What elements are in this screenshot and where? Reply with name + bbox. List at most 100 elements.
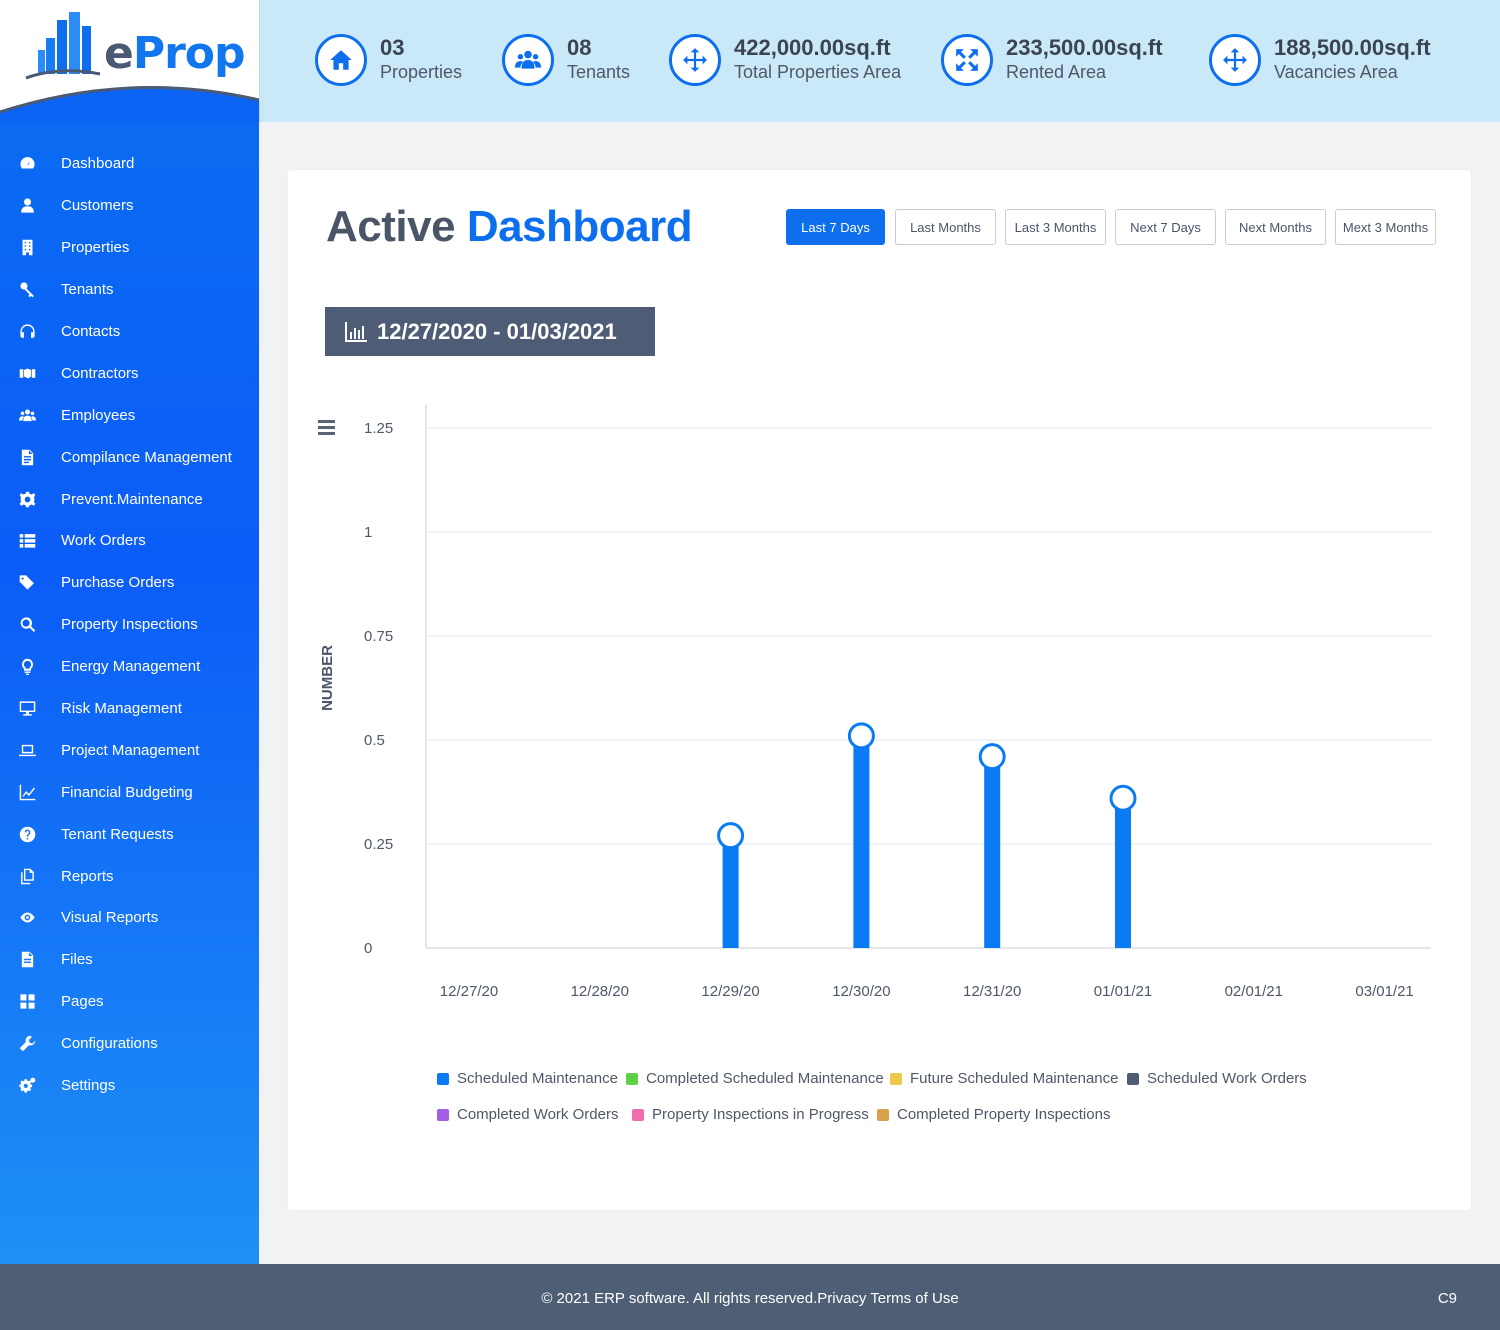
sidebar-item-label: Project Management (61, 741, 200, 759)
legend-label: Completed Property Inspections (897, 1106, 1111, 1123)
legend-swatch (890, 1072, 902, 1085)
dashboard-card: Active Dashboard Last 7 Days Last Months… (288, 170, 1471, 1210)
sidebar-item-customers[interactable]: Customers (0, 185, 259, 227)
sidebar: eProp Dashboard Customers Properties Tenant… (0, 0, 259, 1264)
sidebar-item-label: Energy Management (61, 658, 201, 676)
sidebar-item-prevent-maintenance[interactable]: Prevent.Maintenance (0, 478, 259, 520)
legend-swatch (1127, 1072, 1139, 1085)
x-tick-label: 12/28/20 (571, 983, 629, 1000)
range-next-3-months-button[interactable]: Mext 3 Months (1335, 209, 1436, 245)
range-last-7-days-button[interactable]: Last 7 Days (786, 209, 885, 245)
user-icon (0, 197, 61, 214)
legend-swatch (437, 1072, 449, 1085)
x-tick-label: 12/30/20 (832, 983, 890, 1000)
handshake-icon (0, 365, 61, 382)
stat-label: Vacancies Area (1274, 62, 1398, 82)
legend-item[interactable]: Property Inspections in Progress (632, 1106, 869, 1123)
range-last-3-months-button[interactable]: Last 3 Months (1005, 209, 1106, 245)
x-tick-label: 12/27/20 (440, 983, 498, 1000)
logo-text: eProp (104, 28, 246, 79)
y-tick-label: 1 (364, 524, 372, 541)
data-point (978, 743, 1006, 771)
footer: © 2021 ERP software. All rights reserved… (0, 1264, 1500, 1330)
sidebar-item-tenants[interactable]: Tenants (0, 269, 259, 311)
sidebar-item-label: Reports (61, 867, 114, 885)
bar (1115, 798, 1131, 948)
sidebar-item-label: Work Orders (61, 532, 146, 550)
users-icon (0, 407, 61, 424)
sidebar-item-label: Contractors (61, 364, 139, 382)
stat-vacancies-area: 188,500.00sq.ft Vacancies Area (1209, 34, 1431, 86)
line-chart-icon (0, 784, 61, 801)
sidebar-item-label: Configurations (61, 1035, 158, 1053)
sidebar-item-dashboard[interactable]: Dashboard (0, 143, 259, 185)
grid-icon (0, 993, 61, 1010)
legend-label: Scheduled Maintenance (457, 1070, 618, 1087)
logo[interactable]: eProp (0, 0, 259, 122)
chart-menu-icon[interactable] (318, 420, 335, 436)
dashboard-icon (0, 155, 61, 172)
logo-buildings-icon (0, 12, 259, 122)
sidebar-item-compilance-management[interactable]: Compilance Management (0, 436, 259, 478)
sidebar-item-work-orders[interactable]: Work Orders (0, 520, 259, 562)
building-icon (0, 239, 61, 256)
range-next-7-days-button[interactable]: Next 7 Days (1115, 209, 1216, 245)
move-icon (669, 34, 721, 86)
sidebar-item-settings[interactable]: Settings (0, 1065, 259, 1107)
sidebar-item-employees[interactable]: Employees (0, 394, 259, 436)
sidebar-item-energy-management[interactable]: Energy Management (0, 646, 259, 688)
sidebar-item-purchase-orders[interactable]: Purchase Orders (0, 562, 259, 604)
legend-item[interactable]: Future Scheduled Maintenance (890, 1070, 1118, 1087)
legend-item[interactable]: Completed Property Inspections (877, 1106, 1110, 1123)
legend-label: Scheduled Work Orders (1147, 1070, 1307, 1087)
sidebar-item-label: Customers (61, 197, 134, 215)
range-next-months-button[interactable]: Next Months (1225, 209, 1326, 245)
sidebar-item-contacts[interactable]: Contacts (0, 311, 259, 353)
legend-swatch (877, 1108, 889, 1121)
stat-label: Properties (380, 62, 463, 82)
headset-icon (0, 323, 61, 340)
data-point (717, 822, 745, 850)
sidebar-item-configurations[interactable]: Configurations (0, 1023, 259, 1065)
y-tick-label: 1.25 (364, 420, 393, 437)
legend-swatch (632, 1108, 644, 1121)
data-point (847, 722, 875, 750)
move-icon (1209, 34, 1261, 86)
legend-item[interactable]: Completed Work Orders (437, 1106, 618, 1123)
date-range-display[interactable]: 12/27/2020 - 01/03/2021 (325, 307, 655, 356)
x-tick-label: 02/01/21 (1225, 983, 1283, 1000)
sidebar-item-risk-management[interactable]: Risk Management (0, 688, 259, 730)
sidebar-item-project-management[interactable]: Project Management (0, 729, 259, 771)
legend-label: Future Scheduled Maintenance (910, 1070, 1119, 1087)
legend-item[interactable]: Scheduled Work Orders (1127, 1070, 1307, 1087)
search-icon (0, 616, 61, 633)
sidebar-item-property-inspections[interactable]: Property Inspections (0, 604, 259, 646)
sidebar-nav: Dashboard Customers Properties Tenants Conta… (0, 143, 259, 1106)
legend-swatch (437, 1108, 449, 1121)
sidebar-item-reports[interactable]: Reports (0, 855, 259, 897)
sidebar-item-label: Tenant Requests (61, 825, 174, 843)
stat-value: 422,000.00sq.ft (734, 35, 891, 60)
legend-item[interactable]: Completed Scheduled Maintenance (626, 1070, 884, 1087)
stat-value: 08 (567, 35, 592, 60)
range-last-months-button[interactable]: Last Months (895, 209, 996, 245)
stat-value: 03 (380, 35, 405, 60)
footer-copyright: © 2021 ERP software. All rights reserved… (541, 1290, 959, 1307)
sidebar-item-label: Properties (61, 239, 130, 257)
sidebar-item-label: Settings (61, 1077, 116, 1095)
sidebar-item-tenant-requests[interactable]: Tenant Requests (0, 813, 259, 855)
sidebar-item-contractors[interactable]: Contractors (0, 352, 259, 394)
sidebar-item-financial-budgeting[interactable]: Financial Budgeting (0, 771, 259, 813)
sidebar-item-properties[interactable]: Properties (0, 227, 259, 269)
sidebar-item-label: Files (61, 951, 93, 969)
bar (984, 756, 1001, 948)
sidebar-item-visual-reports[interactable]: Visual Reports (0, 897, 259, 939)
sidebar-item-label: Pages (61, 993, 104, 1011)
sidebar-item-pages[interactable]: Pages (0, 981, 259, 1023)
sidebar-item-label: Risk Management (61, 700, 182, 718)
y-tick-label: 0.75 (364, 628, 393, 645)
sidebar-item-files[interactable]: Files (0, 939, 259, 981)
legend-item[interactable]: Scheduled Maintenance (437, 1070, 618, 1087)
stat-value: 188,500.00sq.ft (1274, 35, 1431, 60)
wrench-icon (0, 1035, 61, 1052)
